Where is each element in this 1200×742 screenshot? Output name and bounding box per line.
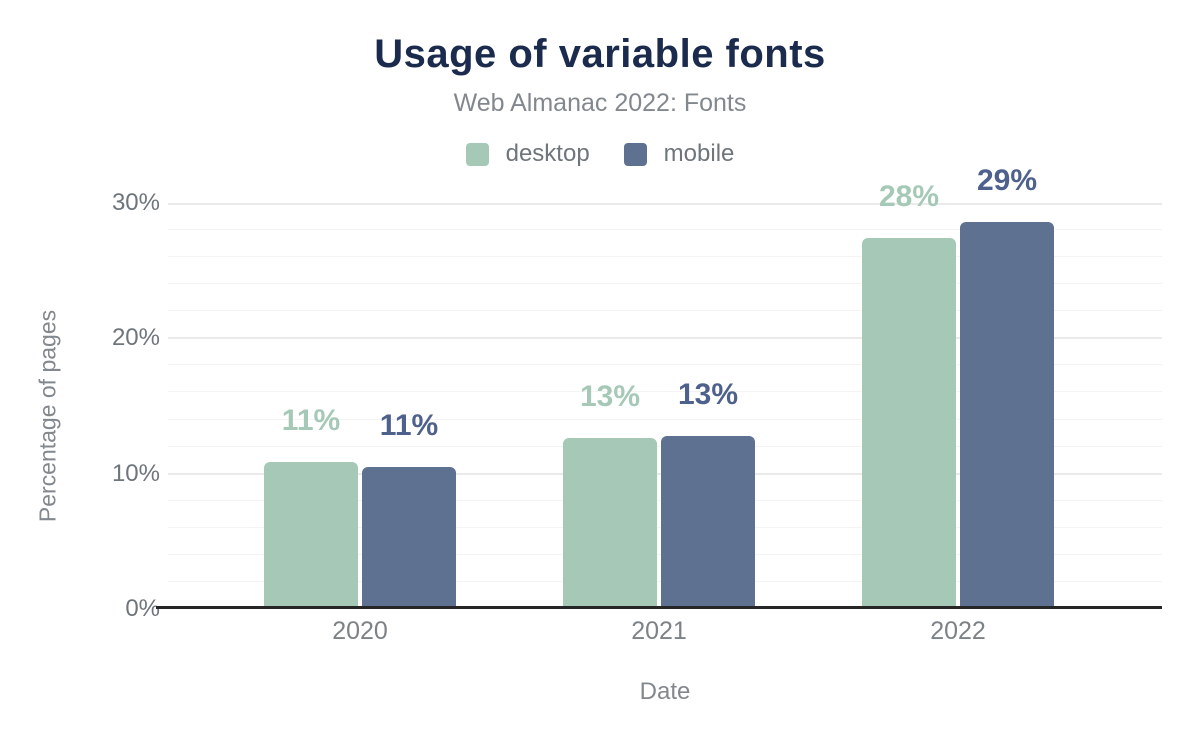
x-tick-label-2020: 2020 xyxy=(332,617,388,645)
legend-item-desktop: desktop xyxy=(465,140,590,168)
gridline-20pct xyxy=(168,337,1162,340)
page-subtitle: Web Almanac 2022: Fonts xyxy=(453,89,747,117)
x-tick-label-2021: 2021 xyxy=(631,617,687,645)
x-axis-title: Date xyxy=(639,678,691,705)
legend-item-mobile: mobile xyxy=(623,140,735,168)
bar-label-desktop-2022: 28% xyxy=(878,180,940,214)
gridline-28pct xyxy=(168,229,1162,231)
bar-label-desktop-2021: 13% xyxy=(579,380,641,414)
plot-area: 11% 11% 13% 13% 28% 29% xyxy=(168,165,1162,609)
y-tick-label-20: 20% xyxy=(111,324,160,352)
legend: desktop mobile xyxy=(0,140,1200,168)
gridline-14pct xyxy=(168,418,1162,420)
bar-label-mobile-2021: 13% xyxy=(677,377,739,411)
bar-label-desktop-2020: 11% xyxy=(281,403,341,437)
legend-label-desktop: desktop xyxy=(505,140,590,167)
bar-desktop-2020 xyxy=(264,461,358,609)
bar-mobile-2022 xyxy=(960,221,1054,609)
bar-desktop-2022 xyxy=(862,238,956,609)
y-tick-label-0: 0% xyxy=(125,595,160,622)
y-tick-label-30: 30% xyxy=(111,189,160,216)
bar-label-mobile-2020: 11% xyxy=(379,408,439,442)
x-tick-label-2022: 2022 xyxy=(930,617,986,645)
bar-desktop-2021 xyxy=(563,438,657,609)
legend-label-mobile: mobile xyxy=(663,140,735,167)
bar-mobile-2020 xyxy=(362,466,456,609)
gridline-18pct xyxy=(168,364,1162,366)
bar-label-mobile-2022: 29% xyxy=(976,163,1038,197)
gridline-24pct xyxy=(168,283,1162,285)
gridline-26pct xyxy=(168,256,1162,258)
y-axis-title: Percentage of pages xyxy=(34,309,61,523)
gridline-16pct xyxy=(168,391,1162,393)
legend-swatch-mobile xyxy=(623,142,647,166)
gridline-30pct xyxy=(168,203,1162,205)
x-axis-line xyxy=(156,606,1162,609)
gridline-22pct xyxy=(168,310,1162,312)
page-title: Usage of variable fonts xyxy=(374,32,826,76)
bar-mobile-2021 xyxy=(661,435,755,609)
legend-swatch-desktop xyxy=(465,142,489,166)
y-tick-label-10: 10% xyxy=(111,459,160,487)
